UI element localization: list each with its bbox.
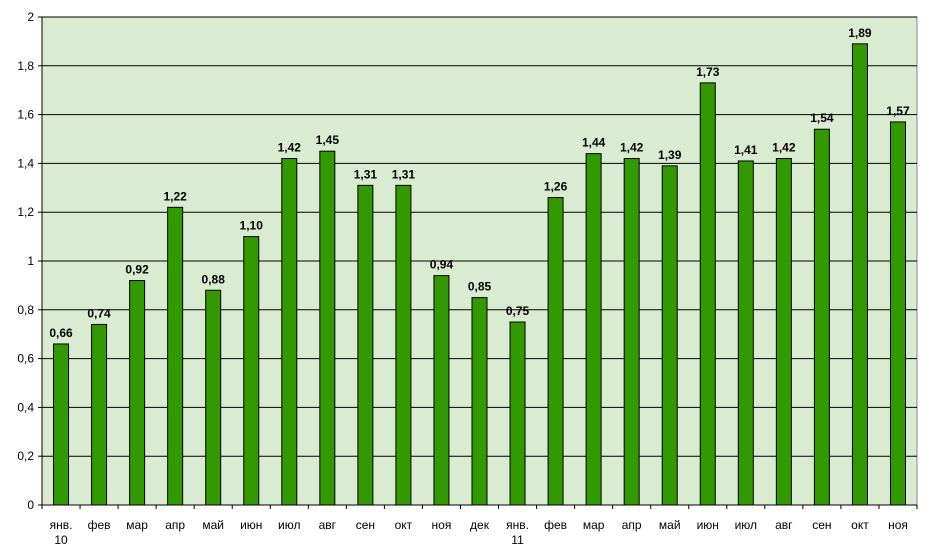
bar	[737, 160, 754, 506]
x-tick-label: сен	[356, 518, 375, 532]
y-tick-label: 2	[27, 10, 34, 24]
data-label: 1,26	[544, 180, 568, 194]
y-tick-label: 0,8	[17, 303, 34, 317]
bar	[91, 323, 108, 506]
data-label: 0,75	[506, 304, 530, 318]
bar	[699, 82, 716, 506]
data-label: 0,94	[430, 258, 454, 272]
bar	[509, 321, 526, 506]
bar	[813, 128, 830, 506]
data-label: 1,44	[582, 136, 606, 150]
y-tick-label: 1,4	[17, 156, 34, 170]
data-label: 0,92	[125, 263, 149, 277]
y-tick-label: 1	[27, 254, 34, 268]
bar	[243, 236, 260, 506]
data-label: 1,45	[316, 133, 340, 147]
x-tick-label: ноя	[432, 518, 452, 532]
x-tick-label: июл	[735, 518, 757, 532]
data-label: 0,85	[468, 280, 492, 294]
data-label: 1,57	[886, 104, 910, 118]
y-tick-label: 1,6	[17, 108, 34, 122]
x-tick-label: янв.	[506, 518, 529, 532]
data-label: 1,31	[354, 167, 378, 181]
bar	[623, 158, 640, 506]
data-label: 1,54	[810, 111, 834, 125]
x-tick-label: фев	[88, 518, 111, 532]
x-tick-label: май	[659, 518, 681, 532]
data-label: 1,42	[620, 141, 644, 155]
y-tick-label: 1,8	[17, 59, 34, 73]
x-tick-label: июн	[240, 518, 262, 532]
x-tick-label: фев	[544, 518, 567, 532]
bar	[547, 197, 564, 506]
x-tick-label: сен	[812, 518, 831, 532]
bar	[585, 153, 602, 506]
bar	[129, 280, 146, 506]
bar	[433, 275, 450, 506]
data-label: 1,41	[734, 143, 758, 157]
x-tick-label: май	[202, 518, 224, 532]
x-tick-label: 10	[54, 533, 68, 547]
bar	[851, 43, 868, 506]
bar	[167, 206, 184, 506]
y-tick-label: 0,4	[17, 400, 34, 414]
x-tick-label: окт	[395, 518, 413, 532]
x-tick-label: июл	[278, 518, 300, 532]
x-tick-label: 11	[511, 533, 524, 547]
bar	[53, 343, 70, 506]
data-labels: 0,66 0,74 0,92 1,22 0,88 1,10 1,42 1,45 1,31 1,31…	[49, 26, 910, 340]
bar	[319, 150, 336, 506]
data-label: 0,74	[87, 306, 111, 320]
x-tick-label: апр	[622, 518, 642, 532]
x-tick-label: июн	[697, 518, 719, 532]
y-tick-label: 0,2	[17, 449, 34, 463]
x-tick-label: мар	[583, 518, 605, 532]
data-label: 1,31	[392, 167, 416, 181]
bars	[53, 43, 906, 506]
x-tick-label: мар	[126, 518, 148, 532]
bar	[205, 289, 222, 506]
data-label: 0,66	[49, 326, 73, 340]
x-tick-label: апр	[165, 518, 185, 532]
x-tick-label: дек	[470, 518, 490, 532]
data-label: 1,73	[696, 65, 720, 79]
x-tick-label: ноя	[888, 518, 908, 532]
gridlines	[42, 16, 917, 457]
x-tick-label: авг	[775, 518, 793, 532]
data-label: 0,88	[202, 272, 226, 286]
y-axis-ticks: 0 0,2 0,4 0,6 0,8 1 1,2 1,4 1,6 1,8 2	[17, 10, 42, 512]
bar	[357, 184, 374, 506]
x-tick-label: окт	[851, 518, 869, 532]
data-label: 1,89	[848, 26, 872, 40]
data-label: 1,42	[278, 141, 302, 155]
bar	[889, 121, 906, 506]
data-label: 1,39	[658, 148, 682, 162]
data-label: 1,10	[240, 219, 264, 233]
data-label: 1,22	[163, 189, 187, 203]
y-tick-label: 1,2	[17, 205, 34, 219]
y-tick-label: 0	[27, 498, 34, 512]
bar	[395, 184, 412, 506]
x-tick-label: авг	[319, 518, 337, 532]
bar	[661, 165, 678, 506]
bar	[775, 158, 792, 506]
bar	[471, 297, 488, 506]
y-tick-label: 0,6	[17, 352, 34, 366]
bar	[281, 158, 298, 506]
data-label: 1,42	[772, 141, 796, 155]
x-tick-label: янв.	[50, 518, 73, 532]
